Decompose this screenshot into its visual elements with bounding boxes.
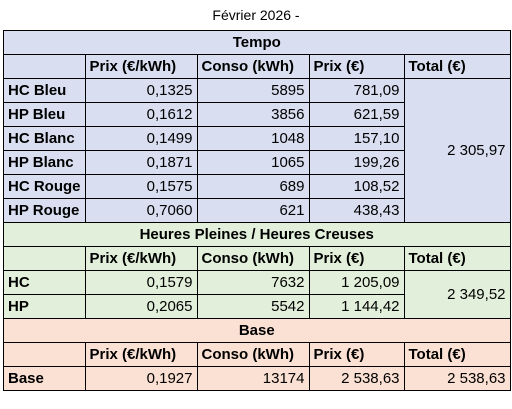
price-cell[interactable]: 781,09 (308, 78, 405, 103)
section-header-row: Tempo (3, 30, 511, 55)
table-row: HP Blanc 0,1871 1065 199,26 (3, 150, 511, 175)
header-price-kwh[interactable]: Prix (€/kWh) (84, 246, 198, 271)
conso-cell[interactable]: 5895 (196, 78, 310, 103)
table-row: HP Rouge 0,7060 621 438,43 (3, 198, 511, 223)
header-price-kwh[interactable]: Prix (€/kWh) (84, 342, 198, 367)
price-kwh-cell[interactable]: 0,1575 (84, 174, 198, 199)
header-total[interactable]: Total (€) (403, 54, 511, 79)
tariff-comparison-table: Tempo Prix (€/kWh) Conso (kWh) Prix (€) … (3, 30, 511, 391)
header-total[interactable]: Total (€) (403, 246, 511, 271)
table-row: Base 0,1927 13174 2 538,63 2 538,63 (3, 366, 511, 391)
row-label[interactable]: Base (3, 366, 86, 391)
table-row: HC Bleu 0,1325 5895 781,09 2 305,97 (3, 78, 511, 223)
table-row: HP 0,2065 5542 1 144,42 (3, 294, 511, 319)
total-cell-tempo[interactable]: 2 305,97 (403, 78, 511, 223)
row-label[interactable]: HC Bleu (3, 78, 86, 103)
conso-cell[interactable]: 1065 (196, 150, 310, 175)
conso-cell[interactable]: 13174 (196, 366, 310, 391)
empty-cell[interactable] (3, 246, 86, 271)
header-total[interactable]: Total (€) (403, 342, 511, 367)
header-conso[interactable]: Conso (kWh) (196, 54, 310, 79)
total-cell-hphc[interactable]: 2 349,52 (403, 270, 511, 319)
price-cell[interactable]: 1 205,09 (308, 270, 405, 295)
header-price[interactable]: Prix (€) (308, 246, 405, 271)
section-title-base[interactable]: Base (3, 318, 511, 343)
header-price[interactable]: Prix (€) (308, 342, 405, 367)
row-label[interactable]: HP Rouge (3, 198, 86, 223)
price-kwh-cell[interactable]: 0,1325 (84, 78, 198, 103)
price-cell[interactable]: 438,43 (308, 198, 405, 223)
header-conso[interactable]: Conso (kWh) (196, 246, 310, 271)
header-conso[interactable]: Conso (kWh) (196, 342, 310, 367)
row-label[interactable]: HP (3, 294, 86, 319)
price-kwh-cell[interactable]: 0,1579 (84, 270, 198, 295)
conso-cell[interactable]: 3856 (196, 102, 310, 127)
price-kwh-cell[interactable]: 0,7060 (84, 198, 198, 223)
table-row: HC Blanc 0,1499 1048 157,10 (3, 126, 511, 151)
price-cell[interactable]: 199,26 (308, 150, 405, 175)
price-kwh-cell[interactable]: 0,2065 (84, 294, 198, 319)
empty-cell[interactable] (3, 342, 86, 367)
table-row: HP Bleu 0,1612 3856 621,59 (3, 102, 511, 127)
conso-cell[interactable]: 1048 (196, 126, 310, 151)
column-header-row: Prix (€/kWh) Conso (kWh) Prix (€) Total … (3, 54, 511, 79)
price-cell[interactable]: 621,59 (308, 102, 405, 127)
price-kwh-cell[interactable]: 0,1871 (84, 150, 198, 175)
section-title-hphc[interactable]: Heures Pleines / Heures Creuses (3, 222, 511, 247)
row-label[interactable]: HC Blanc (3, 126, 86, 151)
row-label[interactable]: HC (3, 270, 86, 295)
total-cell-base[interactable]: 2 538,63 (403, 366, 511, 391)
header-price[interactable]: Prix (€) (308, 54, 405, 79)
price-kwh-cell[interactable]: 0,1612 (84, 102, 198, 127)
price-cell[interactable]: 157,10 (308, 126, 405, 151)
price-cell[interactable]: 2 538,63 (308, 366, 405, 391)
price-kwh-cell[interactable]: 0,1499 (84, 126, 198, 151)
column-header-row: Prix (€/kWh) Conso (kWh) Prix (€) Total … (3, 246, 511, 271)
conso-cell[interactable]: 689 (196, 174, 310, 199)
price-cell[interactable]: 108,52 (308, 174, 405, 199)
empty-cell[interactable] (3, 54, 86, 79)
header-price-kwh[interactable]: Prix (€/kWh) (84, 54, 198, 79)
table-row: HC 0,1579 7632 1 205,09 2 349,52 (3, 270, 511, 319)
section-header-row: Base (3, 318, 511, 343)
conso-cell[interactable]: 621 (196, 198, 310, 223)
section-title-tempo[interactable]: Tempo (3, 30, 511, 55)
price-kwh-cell[interactable]: 0,1927 (84, 366, 198, 391)
column-header-row: Prix (€/kWh) Conso (kWh) Prix (€) Total … (3, 342, 511, 367)
row-label[interactable]: HC Rouge (3, 174, 86, 199)
table-row: HC Rouge 0,1575 689 108,52 (3, 174, 511, 199)
row-label[interactable]: HP Blanc (3, 150, 86, 175)
section-header-row: Heures Pleines / Heures Creuses (3, 222, 511, 247)
conso-cell[interactable]: 5542 (196, 294, 310, 319)
sheet-title: Février 2026 - (212, 7, 300, 23)
price-cell[interactable]: 1 144,42 (308, 294, 405, 319)
row-label[interactable]: HP Bleu (3, 102, 86, 127)
conso-cell[interactable]: 7632 (196, 270, 310, 295)
